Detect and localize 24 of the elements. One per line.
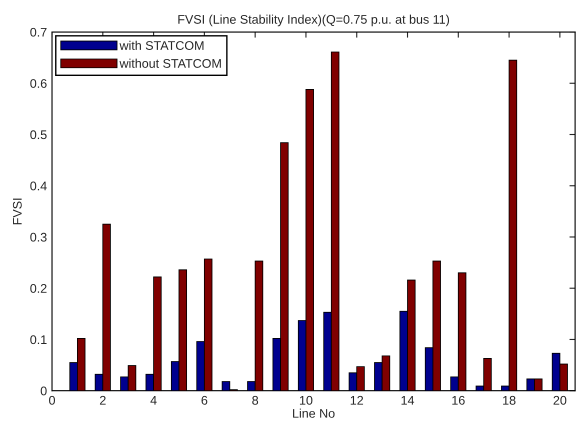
- x-tick-label: 0: [49, 396, 56, 405]
- x-tick-label: 18: [503, 396, 516, 405]
- y-tick-label: 0.5: [30, 130, 47, 140]
- chart-title: FVSI (Line Stability Index)(Q=0.75 p.u. at bus 11): [178, 14, 450, 26]
- y-tick-label: 0.1: [30, 335, 47, 344]
- x-tick-label: 14: [402, 396, 414, 405]
- y-tick-label: 0: [40, 386, 47, 396]
- x-tick-label: 20: [554, 396, 566, 405]
- y-axis-title: FVSI: [12, 198, 22, 224]
- x-tick-label: 8: [252, 396, 258, 405]
- y-tick-label: 0.7: [30, 28, 47, 37]
- x-tick-label: 4: [150, 396, 157, 405]
- legend-label: without STATCOM: [120, 58, 221, 68]
- x-axis-title: Line No: [293, 408, 335, 418]
- x-tick-label: 6: [202, 396, 208, 405]
- y-tick-label: 0.4: [30, 182, 47, 190]
- legend-label: with STATCOM: [120, 40, 204, 50]
- x-tick-label: 2: [100, 396, 106, 405]
- y-tick-label: 0.6: [30, 79, 47, 88]
- y-tick-label: 0.2: [30, 284, 47, 293]
- x-tick-label: 16: [452, 396, 465, 405]
- x-tick-label: 12: [350, 396, 364, 405]
- x-tick-label: 10: [300, 396, 312, 405]
- y-tick-label: 0.3: [30, 232, 47, 242]
